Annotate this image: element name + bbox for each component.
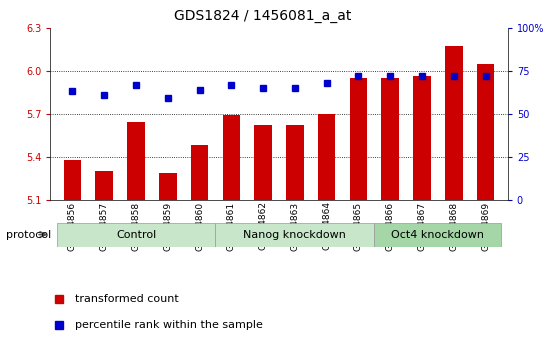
Bar bbox=[382, 78, 399, 200]
Text: protocol: protocol bbox=[6, 230, 51, 239]
Text: GDS1824 / 1456081_a_at: GDS1824 / 1456081_a_at bbox=[174, 9, 351, 23]
Bar bbox=[127, 122, 145, 200]
Bar bbox=[374, 223, 502, 247]
Bar bbox=[254, 125, 272, 200]
Bar bbox=[286, 125, 304, 200]
Bar bbox=[56, 223, 215, 247]
Bar bbox=[350, 78, 367, 200]
Text: Nanog knockdown: Nanog knockdown bbox=[243, 230, 347, 239]
Bar bbox=[64, 160, 81, 200]
Bar bbox=[159, 173, 176, 200]
Bar bbox=[191, 146, 208, 200]
Text: transformed count: transformed count bbox=[75, 294, 179, 304]
Text: percentile rank within the sample: percentile rank within the sample bbox=[75, 320, 263, 330]
Bar bbox=[413, 77, 431, 200]
Bar bbox=[95, 171, 113, 200]
Bar bbox=[318, 114, 335, 200]
Bar bbox=[445, 46, 463, 200]
Bar bbox=[215, 223, 374, 247]
Bar bbox=[477, 63, 494, 200]
Text: Oct4 knockdown: Oct4 knockdown bbox=[391, 230, 484, 239]
Text: Control: Control bbox=[116, 230, 156, 239]
Bar bbox=[223, 115, 240, 200]
